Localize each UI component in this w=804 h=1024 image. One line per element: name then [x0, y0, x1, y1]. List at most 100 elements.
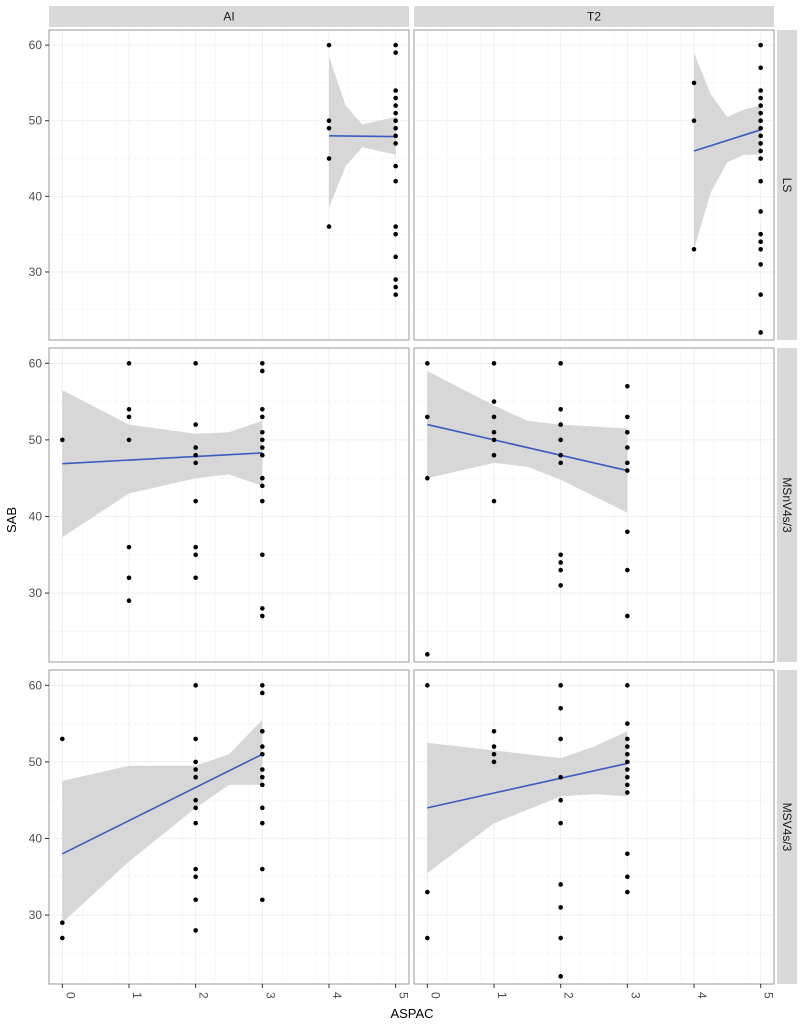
data-point [393, 42, 398, 48]
x-tick-label: 0 [63, 992, 77, 999]
data-point [260, 437, 265, 443]
panel-2 [48, 347, 410, 663]
data-point [558, 935, 563, 941]
y-tick-label: 60 [29, 38, 43, 52]
fit-line [328, 135, 396, 138]
data-point [393, 178, 398, 184]
data-point [558, 452, 563, 458]
data-point [625, 759, 630, 765]
data-point [60, 935, 65, 941]
data-point [491, 399, 497, 404]
data-point [126, 598, 132, 604]
data-point [393, 141, 398, 146]
data-point [491, 759, 497, 765]
data-point [260, 751, 265, 757]
data-point [425, 414, 430, 420]
data-point [193, 683, 198, 688]
data-point [126, 361, 132, 366]
confidence-band [694, 52, 761, 250]
data-point [126, 406, 132, 412]
y-tick-label: 60 [29, 356, 43, 370]
panels-layer [48, 29, 775, 985]
row-strip-label: MSV4s/3 [780, 803, 794, 852]
data-point [425, 683, 430, 688]
data-point [260, 445, 265, 450]
data-point [625, 567, 630, 573]
confidence-band [427, 731, 628, 873]
data-point [625, 790, 630, 795]
data-point [260, 606, 265, 611]
data-point [393, 95, 398, 101]
x-tick-label: 4 [330, 992, 344, 999]
data-point [193, 774, 198, 780]
data-point [193, 805, 198, 811]
data-point [625, 721, 630, 726]
panel-4 [48, 669, 410, 985]
data-point [558, 705, 563, 711]
data-point [425, 475, 430, 481]
data-point [558, 560, 563, 565]
x-tick-label: 1 [495, 992, 509, 999]
data-point [260, 744, 265, 749]
panel-0 [48, 29, 410, 341]
data-point [491, 452, 497, 458]
data-point [625, 445, 630, 450]
data-point [625, 874, 630, 880]
y-tick-label: 30 [29, 265, 43, 279]
data-point [260, 805, 265, 811]
x-tick-label: 3 [263, 992, 277, 999]
data-point [558, 361, 563, 366]
data-point [758, 148, 763, 154]
data-point [126, 414, 132, 420]
data-point [393, 110, 398, 116]
confidence-band [62, 719, 263, 923]
data-point [126, 544, 132, 550]
data-point [260, 429, 265, 435]
data-point [625, 851, 630, 857]
y-axis-title: SAB [4, 507, 19, 533]
row-strip-label: LS [780, 178, 794, 193]
data-point [758, 88, 763, 93]
data-point [558, 797, 563, 803]
row-strip-label: MSnV4s/3 [780, 477, 794, 533]
data-point [393, 88, 398, 93]
data-point [558, 974, 563, 979]
data-point [758, 42, 763, 48]
y-tick-label: 30 [29, 908, 43, 922]
y-tick-label: 40 [29, 831, 43, 845]
data-point [326, 118, 332, 124]
data-point [393, 277, 398, 282]
data-point [758, 209, 763, 214]
data-point [425, 652, 430, 657]
data-point [758, 65, 763, 71]
data-point [260, 475, 265, 481]
data-point [625, 429, 630, 435]
y-tick-label: 50 [29, 433, 43, 447]
panel-border [413, 29, 775, 341]
data-point [393, 284, 398, 290]
data-point [326, 125, 332, 131]
data-point [393, 125, 398, 131]
data-point [260, 361, 265, 366]
data-point [393, 133, 398, 139]
data-point [758, 118, 763, 124]
y-tick-label: 50 [29, 114, 43, 128]
data-point [193, 820, 198, 826]
data-point [558, 683, 563, 688]
data-point [425, 361, 430, 366]
data-point [193, 361, 198, 366]
x-tick-label: 2 [562, 992, 576, 999]
data-point [193, 498, 198, 504]
data-point [393, 224, 398, 229]
data-point [558, 422, 563, 427]
x-tick-label: 5 [762, 992, 776, 999]
fit-line [62, 452, 263, 465]
data-point [393, 231, 398, 237]
y-tick-label: 30 [29, 586, 43, 600]
data-point [393, 50, 398, 55]
x-tick-label: 2 [197, 992, 211, 999]
data-point [260, 690, 265, 696]
row-strip-2 [777, 670, 797, 984]
data-point [491, 437, 497, 443]
